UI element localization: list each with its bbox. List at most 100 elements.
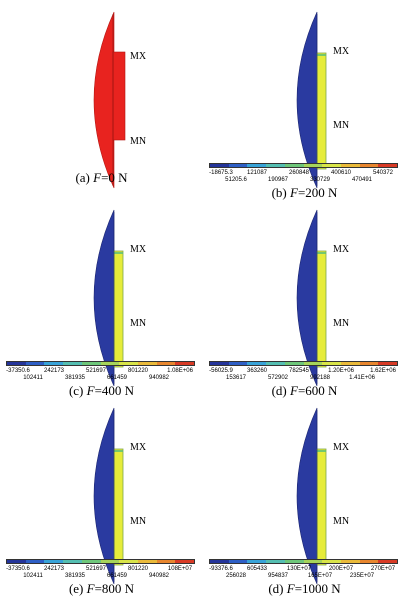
contact-stress-region bbox=[316, 52, 327, 170]
legend-tick-upper: -18675.3 bbox=[209, 170, 233, 176]
legend-tick-lower: 330729 bbox=[309, 177, 331, 183]
caption-value: =800 N bbox=[94, 581, 135, 596]
legend-swatch bbox=[228, 560, 248, 563]
legend-swatch bbox=[81, 560, 101, 563]
max-label: MX bbox=[333, 442, 350, 453]
min-label: MN bbox=[333, 516, 350, 527]
legend-tick-upper: 801220 bbox=[127, 368, 149, 374]
legend-tick-upper: 521697 bbox=[85, 368, 107, 374]
legend-tick-upper: 400610 bbox=[330, 170, 352, 176]
lens-body bbox=[93, 209, 115, 387]
legend-swatch bbox=[228, 362, 248, 365]
caption-prefix: (a) bbox=[75, 170, 94, 185]
legend-tick-lower: 992188 bbox=[309, 375, 331, 381]
panel-4: MX MN -56025.9 363260 782545 1.20E+06 1.62E+06… bbox=[203, 198, 406, 398]
contact-region bbox=[112, 51, 126, 141]
caption-variable: F bbox=[286, 581, 295, 596]
legend-swatch bbox=[210, 164, 229, 167]
legend-swatch bbox=[156, 560, 176, 563]
max-label: MX bbox=[130, 51, 147, 62]
lens-body bbox=[296, 209, 318, 387]
legend-swatch bbox=[359, 164, 379, 167]
legend-tick-upper: -93376.6 bbox=[209, 566, 233, 572]
panel-3: MX MN -37350.6 242173 521697 801220 1.08E+06 10… bbox=[0, 198, 203, 398]
caption-prefix: (c) bbox=[68, 383, 87, 398]
legend-tick-lower: 235E+07 bbox=[349, 573, 375, 579]
max-label: MX bbox=[130, 442, 147, 453]
legend-tick-upper: 605433 bbox=[246, 566, 268, 572]
caption-value: =400 N bbox=[94, 383, 135, 398]
caption-variable: F bbox=[289, 383, 298, 398]
panel-2: MX MN -18675.3 121087 260848 400610 540372 5120… bbox=[203, 0, 406, 200]
min-label: MN bbox=[130, 318, 147, 329]
legend-swatch bbox=[175, 560, 195, 563]
panel-caption: (d) F=1000 N bbox=[203, 581, 406, 597]
panel-5: MX MN -37350.6 242173 521697 801220 108E+07 102… bbox=[0, 396, 203, 596]
legend-swatch bbox=[25, 560, 45, 563]
legend-tick-upper: 260848 bbox=[288, 170, 310, 176]
legend-tick-lower: 1.41E+06 bbox=[349, 375, 375, 381]
legend-swatch bbox=[247, 164, 267, 167]
legend-swatch bbox=[7, 362, 26, 365]
legend-swatch bbox=[378, 560, 398, 563]
caption-value: =0 N bbox=[101, 170, 128, 185]
legend-swatch bbox=[100, 362, 120, 365]
legend-swatch bbox=[322, 362, 341, 365]
caption-variable: F bbox=[86, 383, 95, 398]
legend-tick-lower: 190967 bbox=[267, 177, 289, 183]
legend-swatch bbox=[137, 362, 157, 365]
contact-stress-region bbox=[316, 448, 327, 566]
legend-swatch bbox=[137, 560, 157, 563]
legend-swatch bbox=[247, 560, 267, 563]
panel-caption: (a) F=0 N bbox=[0, 170, 203, 186]
legend-tick-upper: 130E+07 bbox=[286, 566, 312, 572]
legend-tick-upper: 801220 bbox=[127, 566, 149, 572]
legend-swatch bbox=[303, 164, 323, 167]
legend-tick-lower: 661459 bbox=[106, 375, 128, 381]
legend-tick-upper: 521697 bbox=[85, 566, 107, 572]
legend-swatch bbox=[100, 560, 120, 563]
legend-tick-upper: 242173 bbox=[43, 566, 65, 572]
lens-model-drawing bbox=[93, 11, 126, 189]
lens-body bbox=[296, 407, 318, 585]
legend-swatch bbox=[340, 560, 360, 563]
caption-variable: F bbox=[86, 581, 95, 596]
legend-tick-upper: 782545 bbox=[288, 368, 310, 374]
legend-tick-upper: 1.62E+06 bbox=[370, 368, 396, 374]
legend-tick-lower: 256028 bbox=[225, 573, 247, 579]
caption-value: =200 N bbox=[297, 185, 338, 200]
panel-caption: (b) F=200 N bbox=[203, 185, 406, 201]
contact-stress-region bbox=[316, 250, 327, 368]
legend-color-bar bbox=[209, 559, 398, 564]
panel-1: MX MN (a) F=0 N bbox=[0, 0, 203, 197]
legend-swatch bbox=[284, 362, 304, 365]
lens-model-drawing bbox=[296, 209, 327, 387]
legend-swatch bbox=[322, 560, 341, 563]
caption-prefix: (d) bbox=[268, 581, 287, 596]
legend-tick-lower: 470491 bbox=[351, 177, 373, 183]
legend-swatch bbox=[228, 164, 248, 167]
legend-swatch bbox=[63, 560, 82, 563]
min-label: MN bbox=[130, 136, 147, 147]
caption-prefix: (e) bbox=[68, 581, 87, 596]
legend-tick-lower: 381935 bbox=[64, 375, 86, 381]
legend-color-bar bbox=[6, 559, 195, 564]
lens-body bbox=[296, 11, 318, 189]
legend-tick-upper: 1.20E+06 bbox=[328, 368, 354, 374]
lens-model-drawing bbox=[296, 407, 327, 585]
legend-swatch bbox=[156, 362, 176, 365]
legend-tick-upper: -37350.6 bbox=[6, 368, 30, 374]
legend-swatch bbox=[25, 362, 45, 365]
legend-swatch bbox=[81, 362, 101, 365]
legend-tick-upper: 270E+07 bbox=[370, 566, 396, 572]
legend-tick-upper: -37350.6 bbox=[6, 566, 30, 572]
legend-swatch bbox=[247, 362, 267, 365]
legend-tick-upper: 540372 bbox=[372, 170, 394, 176]
legend-tick-upper: 200E+07 bbox=[328, 566, 354, 572]
legend-swatch bbox=[119, 362, 138, 365]
panel-caption: (c) F=400 N bbox=[0, 383, 203, 399]
legend-swatch bbox=[210, 362, 229, 365]
legend-tick-upper: -56025.9 bbox=[209, 368, 233, 374]
legend-swatch bbox=[266, 164, 285, 167]
lens-model-drawing bbox=[93, 209, 124, 387]
